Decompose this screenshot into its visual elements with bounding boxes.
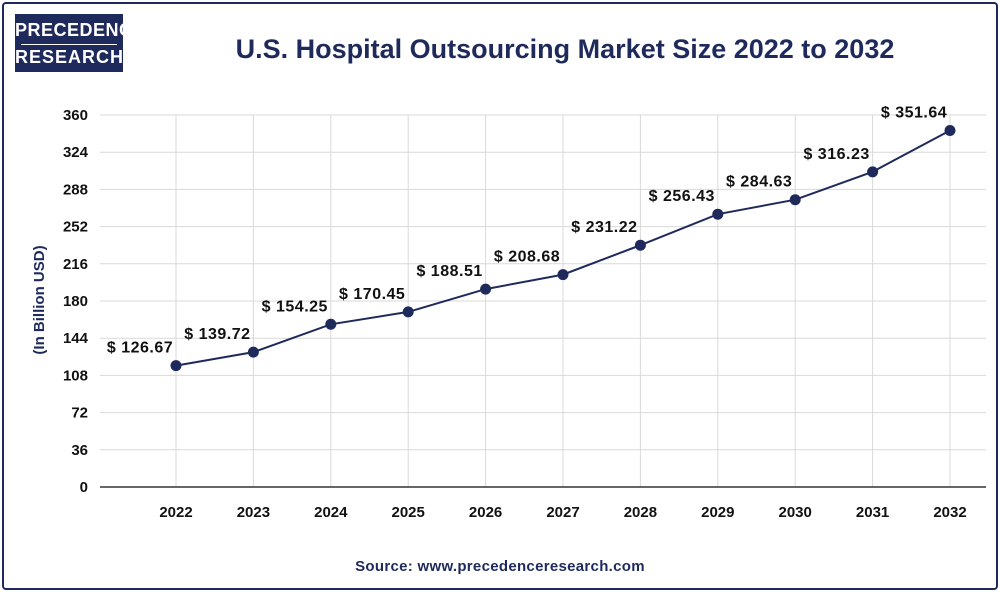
x-tick-label: 2030 [779, 504, 812, 521]
y-axis-label: (In Billion USD) [31, 245, 48, 354]
brand-line-1: PRECEDENCE [15, 20, 146, 40]
x-tick-label: 2032 [933, 504, 966, 521]
data-points [170, 125, 956, 372]
data-labels: $ 126.67 $ 139.72 $ 154.25 $ 170.45 $ 188.51… [107, 105, 947, 357]
brand-line-2: RESEARCH [15, 47, 125, 67]
data-point [557, 269, 569, 281]
x-tick-label: 2027 [546, 504, 579, 521]
y-tick-label: 0 [80, 479, 88, 496]
x-tick-label: 2025 [392, 504, 425, 521]
data-label: $ 256.43 [649, 188, 715, 205]
data-point [247, 346, 259, 358]
y-tick-label: 180 [63, 293, 88, 310]
data-point [480, 283, 492, 295]
x-axis-ticks: 2022 2023 2024 2025 2026 2027 2028 2029 2030 2031… [159, 504, 966, 521]
data-label: $ 154.25 [262, 298, 328, 315]
data-point [402, 306, 414, 318]
data-point [944, 125, 956, 136]
data-point [325, 318, 337, 330]
source-note: Source: www.precedenceresearch.com [355, 558, 645, 575]
data-point [789, 194, 801, 206]
data-point [170, 360, 182, 372]
data-label: $ 170.45 [339, 286, 405, 303]
chart-title: U.S. Hospital Outsourcing Market Size 20… [235, 34, 895, 64]
data-label: $ 231.22 [571, 219, 637, 236]
data-label: $ 208.68 [494, 249, 560, 266]
x-tick-label: 2031 [856, 504, 889, 521]
brand-divider [21, 44, 117, 45]
x-tick-label: 2024 [314, 504, 348, 521]
data-label: $ 316.23 [803, 146, 869, 163]
data-point [712, 208, 724, 220]
y-tick-label: 108 [63, 367, 88, 384]
x-tick-label: 2028 [624, 504, 657, 521]
data-label: $ 126.67 [107, 340, 173, 357]
x-tick-label: 2022 [159, 504, 192, 521]
y-tick-label: 288 [63, 181, 88, 198]
y-tick-label: 72 [71, 405, 88, 422]
x-tick-label: 2023 [237, 504, 270, 521]
y-axis-ticks: 0 36 72 108 144 180 216 252 288 324 360 [63, 107, 89, 496]
brand-logo: PRECEDENCE RESEARCH [15, 14, 146, 72]
data-point [867, 166, 879, 178]
x-tick-label: 2026 [469, 504, 502, 521]
y-tick-label: 216 [63, 256, 88, 273]
data-label: $ 351.64 [881, 105, 947, 122]
y-tick-label: 252 [63, 219, 88, 236]
grid-lines [100, 114, 986, 487]
data-label: $ 139.72 [184, 326, 250, 343]
y-tick-label: 324 [63, 144, 89, 161]
y-tick-label: 144 [63, 330, 89, 347]
y-tick-label: 360 [63, 107, 88, 124]
data-label: $ 284.63 [726, 174, 792, 191]
data-label: $ 188.51 [416, 263, 482, 280]
data-point [634, 239, 646, 251]
y-tick-label: 36 [71, 442, 88, 459]
x-tick-label: 2029 [701, 504, 734, 521]
